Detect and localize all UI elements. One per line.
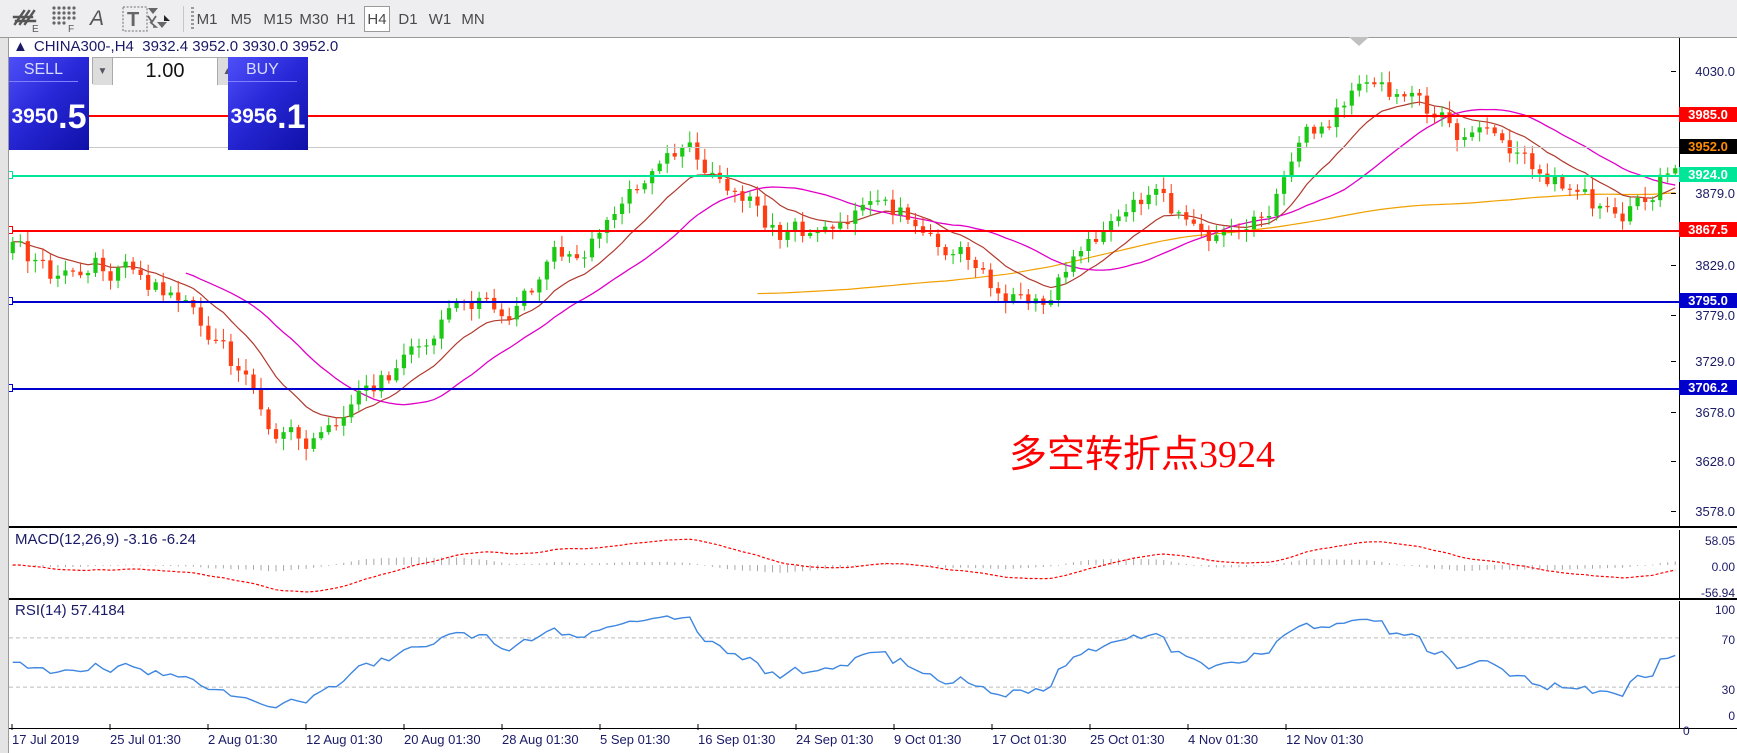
svg-text:E: E: [32, 24, 39, 33]
svg-text:T: T: [127, 9, 139, 31]
svg-text:F: F: [68, 24, 74, 33]
